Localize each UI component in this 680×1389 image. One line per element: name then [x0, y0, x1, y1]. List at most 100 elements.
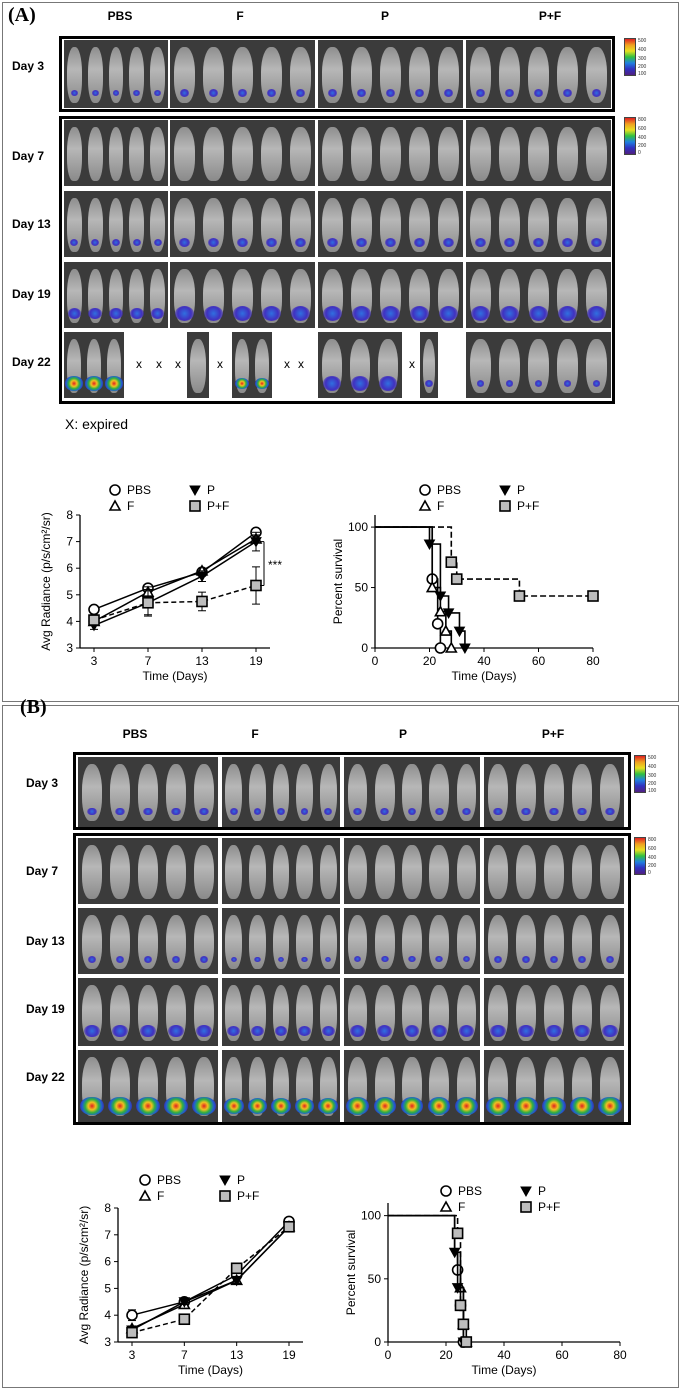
mouse-image — [499, 126, 520, 181]
x-tick-label: 80 — [586, 654, 600, 668]
mouse-image — [528, 46, 549, 103]
mouse-image — [487, 764, 509, 822]
data-point — [450, 573, 463, 585]
mouse-image — [81, 764, 103, 822]
legend-marker — [189, 485, 201, 497]
bioluminescence-signal — [196, 1024, 212, 1038]
group-label-pf: P+F — [538, 9, 562, 23]
mouse-image — [351, 126, 372, 181]
bioluminescence-signal — [486, 1096, 510, 1116]
legend-label: P — [538, 1184, 546, 1198]
bioluminescence-signal — [277, 808, 285, 815]
bioluminescence-signal — [570, 1096, 594, 1116]
legend-label: P — [237, 1173, 245, 1187]
mouse-image — [225, 844, 243, 899]
mouse-image — [402, 764, 422, 822]
x-tick-label: 80 — [613, 1348, 627, 1362]
series-line — [131, 1220, 290, 1316]
y-tick-label: 6 — [66, 561, 73, 575]
mouse-image — [470, 197, 491, 252]
colorbar-label: 400 — [648, 764, 657, 770]
bioluminescence-signal — [140, 1024, 156, 1038]
bioluminescence-signal — [271, 1098, 291, 1114]
mouse-image — [203, 46, 224, 103]
mouse-image — [543, 914, 565, 969]
mouse-image — [456, 764, 477, 822]
bioluminescence-signal — [494, 956, 502, 963]
day-label-13: Day 13 — [12, 217, 51, 231]
legend-label: P — [517, 483, 525, 497]
mouse-image — [232, 197, 253, 252]
bioluminescence-signal — [294, 238, 307, 247]
bioluminescence-signal — [164, 1096, 188, 1116]
bioluminescence-signal — [350, 376, 370, 391]
y-tick-label: 8 — [104, 1201, 111, 1215]
mouse-image — [347, 914, 368, 969]
imaging-cell — [170, 191, 315, 257]
x-axis-label: Time (Days) — [178, 1363, 243, 1377]
data-point — [434, 605, 447, 617]
bioluminescence-signal — [514, 1096, 538, 1116]
mouse-image — [515, 764, 537, 822]
mouse-image — [599, 914, 621, 969]
bioluminescence-signal — [563, 380, 572, 387]
bioluminescence-signal — [592, 380, 601, 387]
mouse-image — [528, 338, 549, 393]
mouse-image — [470, 126, 491, 181]
mouse-image — [248, 844, 266, 899]
mouse-image — [165, 844, 187, 899]
bioluminescence-signal — [475, 89, 486, 97]
bioluminescence-signal — [172, 956, 180, 963]
bioluminescence-signal — [346, 1097, 369, 1116]
imaging-cell — [484, 908, 624, 974]
bioluminescence-signal — [493, 807, 503, 816]
x-axis-label: Time (Days) — [472, 1363, 537, 1377]
imaging-cell — [484, 757, 624, 827]
bioluminescence-signal — [91, 90, 99, 96]
bioluminescence-signal — [532, 238, 545, 247]
legend-marker — [109, 484, 121, 496]
data-point — [453, 626, 466, 638]
mouse-image — [272, 844, 290, 899]
data-point — [445, 556, 458, 568]
mouse-image — [290, 126, 311, 181]
data-point — [250, 537, 262, 548]
imaging-cell — [318, 120, 463, 186]
mouse-image — [438, 126, 459, 181]
x-tick-label: 7 — [145, 654, 152, 668]
y-tick-label: 7 — [104, 1228, 111, 1242]
data-point — [451, 1227, 464, 1240]
mouse-image — [557, 46, 578, 103]
y-tick-label: 100 — [361, 1209, 381, 1223]
data-point — [423, 539, 436, 551]
bioluminescence-signal — [413, 238, 426, 247]
bioluminescence-signal — [232, 305, 253, 322]
x-tick-label: 3 — [129, 1348, 136, 1362]
panel-b-label: (B) — [20, 696, 47, 718]
bioluminescence-signal — [427, 1097, 451, 1116]
x-tick-label: 3 — [91, 654, 98, 668]
x-tick-label: 20 — [439, 1348, 453, 1362]
mouse-image — [438, 197, 459, 252]
bioluminescence-signal — [380, 305, 401, 322]
chart-b-radiance: PBS F P P+F 3 4 5 6 7 8 3 7 13 19 Time (Days) Avg Radia… — [77, 1173, 303, 1377]
mouse-image — [87, 126, 103, 181]
expired-mark: x — [156, 357, 162, 371]
chart-a-survival: PBS F P P+F 0 50 100 0 20 40 60 80 Time (Days) Percen… — [331, 483, 600, 683]
imaging-cell — [222, 1050, 340, 1122]
bioluminescence-signal — [443, 89, 454, 97]
mouse-image — [150, 126, 166, 181]
bioluminescence-signal — [431, 1025, 447, 1037]
mouse-image — [108, 126, 124, 181]
bioluminescence-signal — [87, 807, 97, 816]
data-point — [444, 641, 458, 653]
legend-marker — [520, 1186, 532, 1198]
day-label-22: Day 22 — [26, 1070, 65, 1084]
bioluminescence-signal — [250, 1025, 264, 1037]
bioluminescence-signal — [435, 956, 443, 963]
series-line — [131, 1226, 290, 1330]
mouse-image — [380, 46, 401, 103]
y-tick-label: 6 — [104, 1255, 111, 1269]
bioluminescence-signal — [504, 89, 515, 97]
expired-legend: X: expired — [65, 416, 129, 432]
